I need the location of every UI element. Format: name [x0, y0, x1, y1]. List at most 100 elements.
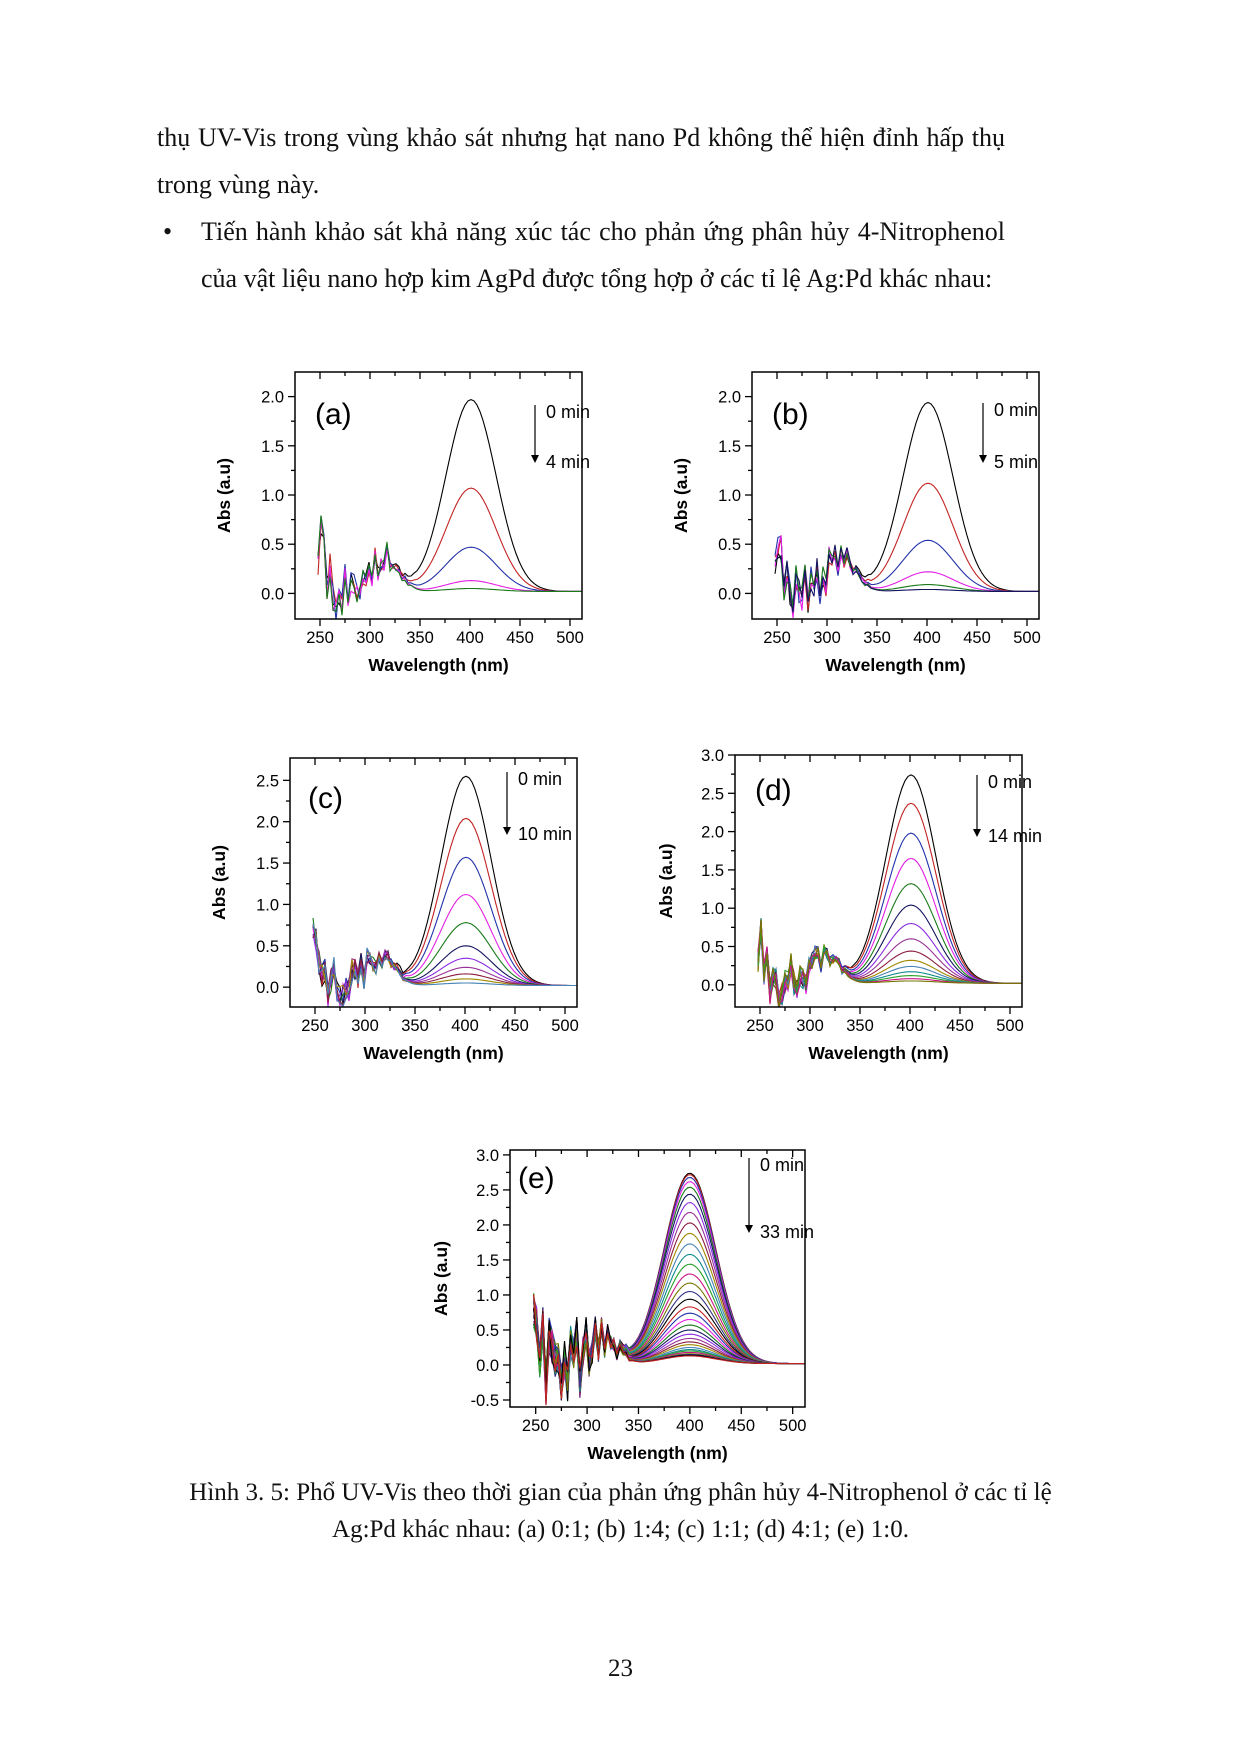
y-tick-label: 0.0 — [476, 1357, 499, 1375]
x-tick-label: 400 — [676, 1417, 704, 1435]
y-tick-label: 2.0 — [718, 389, 741, 407]
y-axis-label: Abs (a.u) — [209, 845, 229, 920]
chart-panel-b: 250 300 350 400 450 500 0.0 0.5 1.0 1.5 2.0 Wavelen… — [648, 325, 1058, 675]
spectrum-curve-t2min — [774, 535, 1039, 605]
uvvis-spectra-plot-b: 250 300 350 400 450 500 0.0 0.5 1.0 1.5 2.0 Wavelen… — [671, 371, 1041, 675]
spectra-curves — [757, 774, 1022, 1007]
annotation-start-time: 0 min — [546, 402, 590, 422]
plot-frame — [509, 1149, 806, 1408]
y-tick-label: 0.0 — [256, 979, 279, 997]
y-tick-label: 1.5 — [256, 855, 279, 873]
figure-caption-line2: Ag:Pd khác nhau: (a) 0:1; (b) 1:4; (c) 1… — [332, 1516, 909, 1543]
x-tick-label: 450 — [728, 1417, 756, 1435]
spectrum-curve-t11min — [533, 1253, 805, 1402]
paragraph-uvvis: thụ UV-Vis trong vùng khảo sát nhưng hạt… — [157, 123, 1005, 199]
y-tick-label: 1.0 — [256, 896, 279, 914]
x-axis-label: Wavelength (nm) — [825, 655, 965, 675]
y-tick-label: 1.5 — [476, 1252, 499, 1270]
y-tick-label: 1.0 — [476, 1287, 499, 1305]
x-tick-label: 450 — [506, 629, 534, 647]
y-tick-label: 1.0 — [701, 900, 724, 918]
x-tick-label: 300 — [573, 1417, 601, 1435]
x-axis-label: Wavelength (nm) — [363, 1043, 503, 1063]
y-axis-label: Abs (a.u) — [431, 1241, 451, 1316]
y-tick-label: 1.5 — [701, 862, 724, 880]
y-axis-label: Abs (a.u) — [214, 458, 234, 533]
spectrum-curve-t14min — [757, 919, 1022, 1007]
x-axis-label: Wavelength (nm) — [368, 655, 508, 675]
axis-ticks — [283, 758, 566, 1014]
axis-ticks — [503, 1150, 794, 1414]
spectrum-curve-t4min — [317, 515, 582, 616]
x-tick-label: 500 — [556, 629, 584, 647]
x-tick-label: 400 — [913, 629, 941, 647]
panel-label: (d) — [755, 774, 792, 807]
chart-panel-e: 250 300 350 400 450 500 -0.5 0.0 0.5 1.0 1.5 2.0 2.5… — [425, 1125, 845, 1475]
x-tick-label: 400 — [896, 1017, 924, 1035]
y-tick-label: 0.5 — [256, 938, 279, 956]
time-arrowhead-icon — [745, 1225, 753, 1233]
spectrum-curve-t0min — [317, 399, 582, 612]
annotation-end-time: 14 min — [988, 826, 1042, 846]
y-tick-label: 1.0 — [718, 487, 741, 505]
panel-label: (b) — [772, 398, 809, 431]
bullet-item: • Tiến hành khảo sát khả năng xúc tác ch… — [157, 208, 1005, 302]
spectrum-curve-t10min — [312, 923, 577, 1007]
x-tick-label: 500 — [1013, 629, 1041, 647]
page-number: 23 — [608, 1655, 633, 1682]
y-tick-label: 2.5 — [701, 785, 724, 803]
spectrum-curve-t3min — [312, 893, 577, 1007]
axis-ticks — [745, 372, 1028, 626]
time-arrowhead-icon — [503, 827, 511, 835]
y-tick-label: -0.5 — [471, 1392, 499, 1410]
uvvis-spectra-plot-d: 250 300 350 400 450 500 0.0 0.5 1.0 1.5 2.0 2.5 3.0 W… — [656, 747, 1042, 1063]
spectra-curves — [317, 399, 582, 619]
x-tick-label: 450 — [946, 1017, 974, 1035]
y-tick-label: 2.0 — [256, 814, 279, 832]
spectrum-curve-t5min — [774, 544, 1039, 613]
annotation-start-time: 0 min — [988, 772, 1032, 792]
spectrum-curve-t0min — [757, 774, 1022, 1006]
x-tick-label: 300 — [813, 629, 841, 647]
x-tick-label: 300 — [356, 629, 384, 647]
x-tick-label: 350 — [406, 629, 434, 647]
panel-label: (c) — [308, 782, 343, 815]
x-tick-label: 350 — [846, 1017, 874, 1035]
time-arrowhead-icon — [979, 455, 987, 463]
figure-caption-line1: Hình 3. 5: Phổ UV-Vis theo thời gian của… — [189, 1479, 1052, 1506]
spectrum-curve-t1min — [317, 487, 582, 604]
uvvis-spectra-plot-a: 250 300 350 400 450 500 0.0 0.5 1.0 1.5 2.0 Wavelen… — [214, 371, 590, 675]
y-tick-label: 2.0 — [476, 1217, 499, 1235]
panel-label: (e) — [518, 1162, 555, 1195]
annotation-end-time: 33 min — [760, 1222, 814, 1242]
y-tick-label: 0.0 — [701, 977, 724, 995]
x-tick-label: 250 — [763, 629, 791, 647]
axis-ticks — [728, 754, 1011, 1014]
x-axis-label: Wavelength (nm) — [587, 1443, 727, 1463]
y-tick-label: 0.0 — [261, 585, 284, 603]
y-tick-label: 1.5 — [718, 438, 741, 456]
spectrum-curve-t7min — [757, 938, 1022, 1006]
y-tick-label: 0.0 — [718, 585, 741, 603]
y-tick-label: 0.5 — [261, 536, 284, 554]
uvvis-spectra-plot-c: 250 300 350 400 450 500 0.0 0.5 1.0 1.5 2.0 2.5 Wave… — [209, 757, 579, 1063]
axis-ticks — [288, 372, 571, 626]
chart-panel-a: 250 300 350 400 450 500 0.0 0.5 1.0 1.5 2.0 Wavelen… — [190, 325, 600, 675]
x-tick-label: 500 — [779, 1417, 807, 1435]
spectrum-curve-t33min — [533, 1294, 805, 1406]
y-axis-label: Abs (a.u) — [671, 458, 691, 533]
x-tick-label: 250 — [301, 1017, 329, 1035]
y-tick-label: 2.5 — [256, 772, 279, 790]
time-arrowhead-icon — [531, 455, 539, 463]
y-tick-label: 2.0 — [261, 389, 284, 407]
y-tick-label: 1.5 — [261, 438, 284, 456]
spectra-curves — [312, 775, 577, 1007]
spectrum-curve-t4min — [312, 917, 577, 1006]
annotation-end-time: 5 min — [994, 452, 1038, 472]
y-tick-label: 2.0 — [701, 824, 724, 842]
x-tick-label: 450 — [963, 629, 991, 647]
spectrum-curve-t1min — [757, 802, 1022, 1003]
figure-caption: Hình 3. 5: Phổ UV-Vis theo thời gian của… — [118, 1474, 1123, 1548]
plot-frame — [734, 754, 1023, 1008]
